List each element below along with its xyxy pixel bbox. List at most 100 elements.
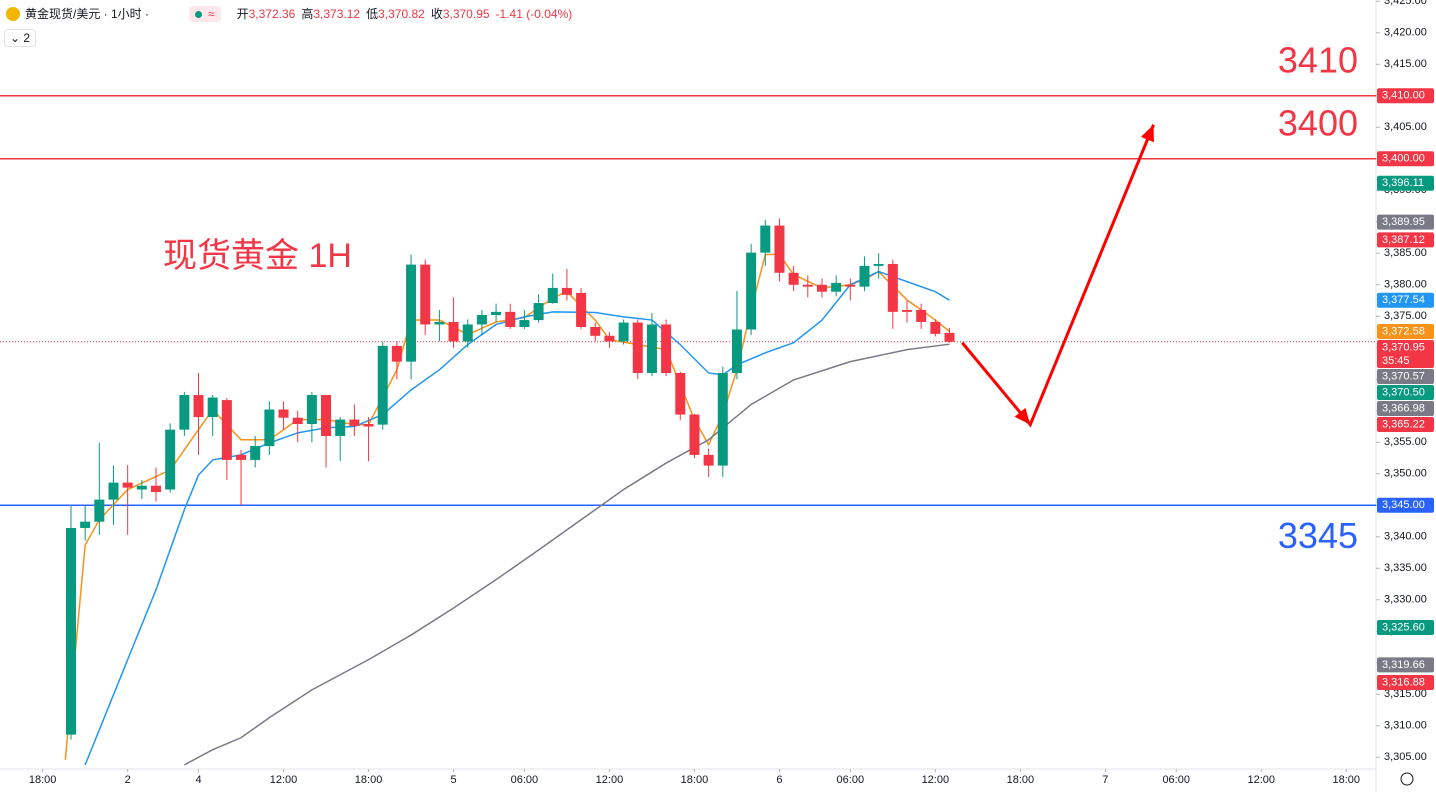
price-badge-label: 3,370.57	[1382, 370, 1425, 382]
price-badge-label: 3,372.58	[1382, 325, 1425, 337]
symbol[interactable]: 黄金现货/美元 · 1小时 ·	[25, 7, 150, 21]
level-badge-label: 3,345.00	[1382, 499, 1425, 511]
header: 黄金现货/美元 · 1小时 · ≈ 开3,372.36 高3,373.12 低3,3…	[6, 5, 572, 22]
candle-body	[193, 395, 204, 418]
candle-body	[703, 454, 714, 466]
arrow-head	[1014, 407, 1031, 425]
level-annotation: 3345	[1278, 515, 1358, 556]
candle-body	[321, 395, 332, 436]
price-badge	[1377, 657, 1434, 673]
ohlc-value: 3,373.12	[313, 7, 361, 21]
candle-body	[207, 397, 218, 418]
candle-body	[349, 419, 360, 426]
x-tick-label: 2	[125, 774, 131, 786]
y-tick-label: 3,305.00	[1384, 751, 1427, 763]
candle-body	[179, 395, 190, 430]
candle-body	[689, 414, 700, 455]
x-tick-label: 18:00	[1332, 774, 1360, 786]
level-badge	[1377, 151, 1434, 167]
candle-body	[278, 409, 289, 418]
candle-body	[873, 263, 884, 266]
candle-body	[65, 527, 76, 735]
candle-body	[108, 482, 119, 500]
price-badge-label: 3,377.54	[1382, 294, 1425, 306]
x-tick-label: 12:00	[1247, 774, 1275, 786]
candle-body	[816, 284, 827, 292]
x-tick-label: 4	[195, 774, 201, 786]
status-pill[interactable]: ≈	[189, 5, 221, 22]
candle-body	[406, 264, 417, 362]
price-badge-label: 3,387.12	[1382, 234, 1425, 246]
y-tick-label: 3,340.00	[1384, 531, 1427, 543]
symbol-icon	[6, 6, 20, 21]
candle-body	[165, 429, 176, 490]
y-tick-label: 3,425.00	[1384, 0, 1427, 7]
candle-body	[774, 225, 785, 273]
candle-body	[632, 322, 643, 373]
moving-average	[183, 343, 950, 766]
candle-body	[292, 417, 303, 425]
candle-body	[221, 400, 232, 460]
ohlc-label: 低	[366, 7, 379, 21]
y-tick-label: 3,415.00	[1384, 58, 1427, 70]
moving-average	[64, 253, 950, 760]
price-badge	[1377, 232, 1434, 248]
candle-body	[533, 303, 544, 321]
indicators-toggle[interactable]: ⌄ 2	[4, 29, 37, 47]
y-tick-label: 3,380.00	[1384, 279, 1427, 291]
candle-body	[646, 324, 657, 373]
candle-body	[306, 395, 317, 425]
settings-icon[interactable]	[1400, 772, 1414, 786]
ohlc-value: 3,370.95	[442, 7, 490, 21]
candle-body	[930, 321, 941, 334]
price-badge-label: 3,325.60	[1382, 621, 1425, 633]
candle-body	[94, 499, 105, 522]
change: -1.41 (-0.04%)	[495, 6, 573, 21]
candle-body	[335, 419, 346, 436]
y-tick-label: 3,375.00	[1384, 310, 1427, 322]
candle-body	[760, 225, 771, 253]
candle-body	[491, 311, 502, 316]
x-tick-label: 18:00	[29, 774, 57, 786]
candle-body	[717, 372, 728, 466]
level-annotation: 3400	[1278, 102, 1358, 143]
ohlc-label: 开	[236, 7, 249, 21]
candle-body	[887, 263, 898, 312]
candle-body	[476, 315, 487, 325]
candle-body	[831, 282, 842, 292]
candle-body	[590, 326, 601, 336]
x-tick-label: 18:00	[681, 774, 709, 786]
candle-body	[944, 332, 955, 342]
candle-body	[561, 287, 572, 295]
price-badge	[1377, 401, 1434, 417]
candle-body	[604, 335, 615, 342]
price-badge	[1377, 340, 1434, 369]
price-badge	[1377, 385, 1434, 401]
price-badge-label: 3,370.95	[1382, 341, 1425, 353]
candle-body	[377, 345, 388, 425]
ohlc-value: 3,370.82	[378, 7, 425, 21]
y-tick-label: 3,330.00	[1384, 594, 1427, 606]
ohlc-label: 高	[301, 7, 314, 21]
arrow-head	[1140, 124, 1154, 143]
candle-body	[859, 265, 870, 287]
candle-body	[916, 309, 927, 322]
y-tick-label: 3,335.00	[1384, 562, 1427, 574]
moving-average	[84, 270, 950, 766]
price-badge	[1377, 417, 1434, 433]
ohlc-label: 收	[430, 7, 443, 21]
candle-body	[462, 324, 473, 342]
x-tick-label: 18:00	[1007, 774, 1035, 786]
candle-body	[731, 329, 742, 373]
ohlc-value: 3,372.36	[248, 7, 296, 21]
price-badge	[1377, 369, 1434, 385]
price-badge	[1377, 214, 1434, 230]
candle-body	[845, 284, 856, 287]
x-tick-label: 5	[451, 774, 457, 786]
level-badge-label: 3,410.00	[1382, 90, 1425, 102]
x-tick-label: 18:00	[355, 774, 383, 786]
candle-body	[448, 321, 459, 342]
price-badge-label: 3,389.95	[1382, 216, 1425, 228]
y-tick-label: 3,355.00	[1384, 436, 1427, 448]
